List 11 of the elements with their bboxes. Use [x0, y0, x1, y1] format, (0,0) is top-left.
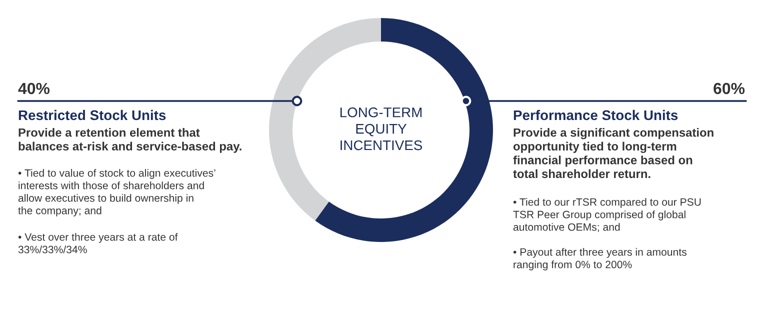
text: LONG-TERM EQUITY INCENTIVES	[340, 107, 422, 150]
text: Provide a significant compensation opportunity tied to long-term financial performance based on total shareholder return.	[513, 128, 714, 178]
text: • Vest over three years at a rate of 33%/33%/34%	[18, 233, 178, 254]
text: • Payout after three years in amounts ranging from 0% to 200%	[513, 248, 686, 270]
data-label: 40%	[18, 82, 50, 94]
text: • Tied to our rTSR compared to our PSU TSR Peer Group comprised of global automotive OEMs; and	[513, 198, 701, 232]
text: • Tied to value of stock to align executives’ interests with those of shareholders and allow executives to build ownership in the company; and	[18, 169, 216, 216]
slice-label: Restricted Stock Units	[18, 110, 166, 120]
slice-label: Performance Stock Units	[514, 110, 678, 120]
text: Provide a retention element that balances at-risk and service-based pay.	[18, 128, 242, 153]
data-label: 60%	[714, 82, 745, 94]
